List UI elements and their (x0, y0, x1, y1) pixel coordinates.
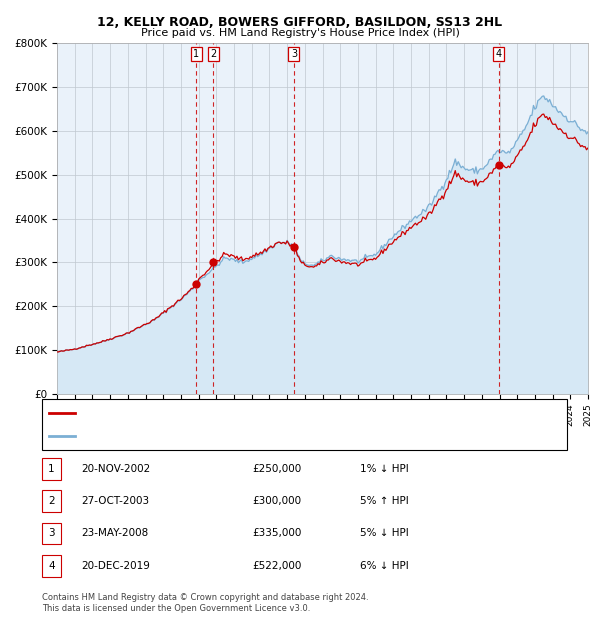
Text: 2: 2 (210, 49, 217, 59)
Text: 12, KELLY ROAD, BOWERS GIFFORD, BASILDON, SS13 2HL: 12, KELLY ROAD, BOWERS GIFFORD, BASILDON… (97, 16, 503, 29)
Text: 4: 4 (48, 560, 55, 570)
Text: £250,000: £250,000 (252, 464, 301, 474)
Text: 1: 1 (193, 49, 200, 59)
Text: £300,000: £300,000 (252, 496, 301, 506)
Text: 3: 3 (48, 528, 55, 538)
Text: 2: 2 (48, 496, 55, 506)
Text: 1% ↓ HPI: 1% ↓ HPI (360, 464, 409, 474)
Text: 3: 3 (291, 49, 297, 59)
Text: 12, KELLY ROAD, BOWERS GIFFORD, BASILDON, SS13 2HL (detached house): 12, KELLY ROAD, BOWERS GIFFORD, BASILDON… (80, 408, 454, 418)
Text: 5% ↓ HPI: 5% ↓ HPI (360, 528, 409, 538)
Text: Contains HM Land Registry data © Crown copyright and database right 2024.
This d: Contains HM Land Registry data © Crown c… (42, 593, 368, 613)
Text: 1: 1 (48, 464, 55, 474)
Text: 27-OCT-2003: 27-OCT-2003 (81, 496, 149, 506)
Text: 23-MAY-2008: 23-MAY-2008 (81, 528, 148, 538)
Text: £522,000: £522,000 (252, 560, 301, 570)
Text: £335,000: £335,000 (252, 528, 301, 538)
Text: 5% ↑ HPI: 5% ↑ HPI (360, 496, 409, 506)
Text: HPI: Average price, detached house, Basildon: HPI: Average price, detached house, Basi… (80, 432, 302, 441)
Text: 20-NOV-2002: 20-NOV-2002 (81, 464, 150, 474)
Text: 20-DEC-2019: 20-DEC-2019 (81, 560, 150, 570)
Text: Price paid vs. HM Land Registry's House Price Index (HPI): Price paid vs. HM Land Registry's House … (140, 28, 460, 38)
Text: 4: 4 (496, 49, 502, 59)
Text: 6% ↓ HPI: 6% ↓ HPI (360, 560, 409, 570)
